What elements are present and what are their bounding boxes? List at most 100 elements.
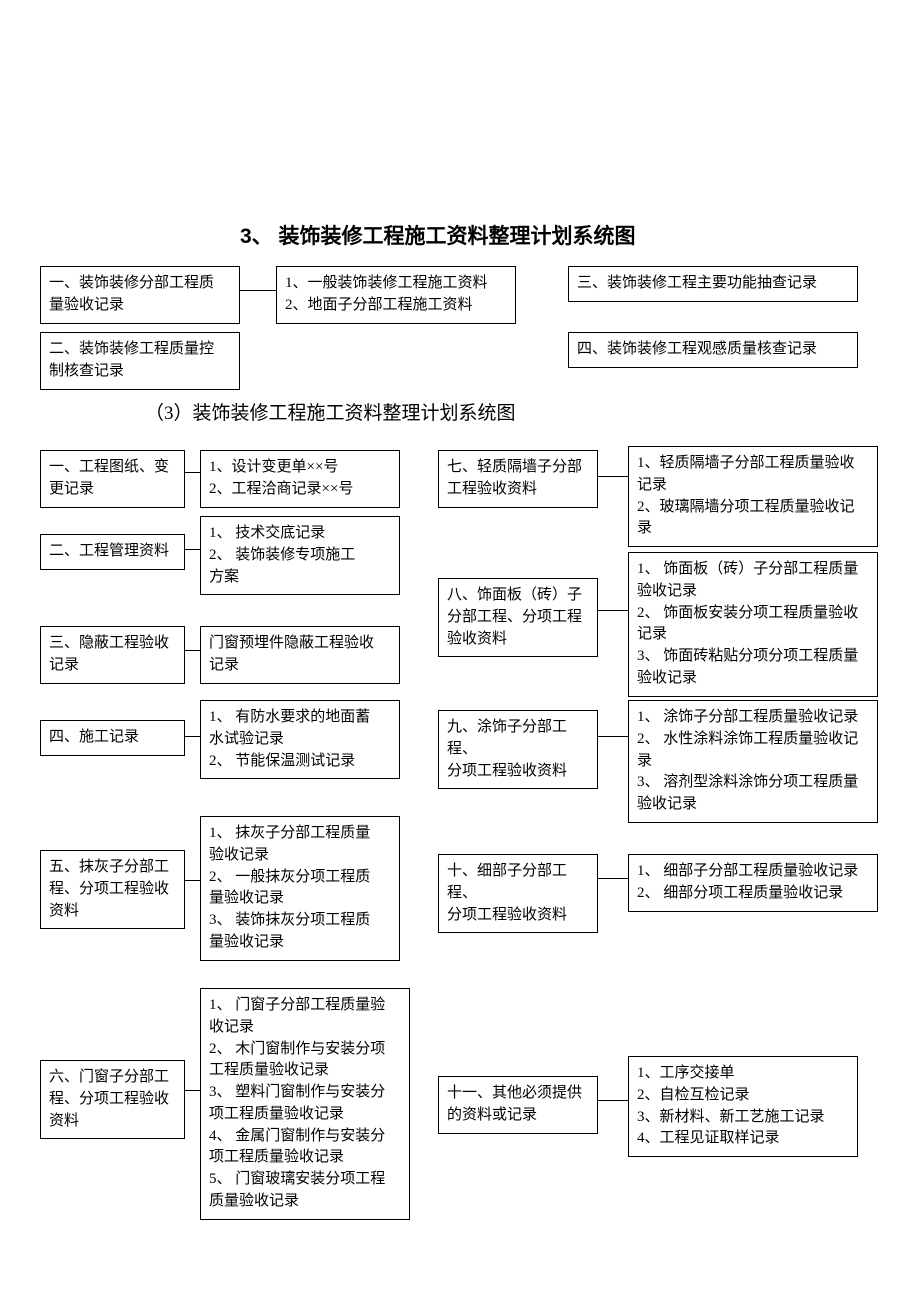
text: 2、工程洽商记录××号 bbox=[209, 479, 391, 501]
text: 水试验记录 bbox=[209, 729, 391, 751]
text: 5、 门窗玻璃安装分项工程 bbox=[209, 1169, 401, 1191]
connector bbox=[185, 549, 200, 550]
text: 的资料或记录 bbox=[447, 1105, 589, 1127]
text: 项工程质量验收记录 bbox=[209, 1104, 401, 1126]
box-L11: 十一、其他必须提供 的资料或记录 bbox=[438, 1076, 598, 1134]
text: 门窗预埋件隐蔽工程验收 bbox=[209, 633, 391, 655]
text: 验收资料 bbox=[447, 629, 589, 651]
text: 量验收记录 bbox=[209, 932, 391, 954]
box-R9: 1、 涂饰子分部工程质量验收记录 2、 水性涂料涂饰工程质量验收记 录 3、 溶… bbox=[628, 700, 878, 823]
text: 制核查记录 bbox=[49, 361, 231, 383]
connector bbox=[598, 878, 628, 879]
text: 2、 节能保温测试记录 bbox=[209, 751, 391, 773]
text: 分部工程、分项工程 bbox=[447, 607, 589, 629]
text: 录 bbox=[637, 518, 869, 540]
text: 3、 装饰抹灰分项工程质 bbox=[209, 910, 391, 932]
text: 验收记录 bbox=[637, 668, 869, 690]
text: 三、装饰装修工程主要功能抽查记录 bbox=[577, 273, 849, 295]
box-R7: 1、轻质隔墙子分部工程质量验收 记录 2、玻璃隔墙分项工程质量验收记 录 bbox=[628, 446, 878, 547]
box-L8: 八、饰面板（砖）子 分部工程、分项工程 验收资料 bbox=[438, 578, 598, 657]
connector bbox=[185, 1090, 200, 1091]
box-L10: 十、细部子分部工程、 分项工程验收资料 bbox=[438, 854, 598, 933]
text: 三、隐蔽工程验收 bbox=[49, 633, 176, 655]
text: 1、 涂饰子分部工程质量验收记录 bbox=[637, 707, 869, 729]
text: 1、 饰面板（砖）子分部工程质量 bbox=[637, 559, 869, 581]
text: 分项工程验收资料 bbox=[447, 905, 589, 927]
text: 2、 木门窗制作与安装分项 bbox=[209, 1039, 401, 1061]
top-box-4: 二、装饰装修工程质量控 制核查记录 bbox=[40, 332, 240, 390]
text: 五、抹灰子分部工 bbox=[49, 857, 176, 879]
text: 六、门窗子分部工 bbox=[49, 1067, 176, 1089]
text: 四、施工记录 bbox=[49, 727, 176, 749]
text: 1、设计变更单××号 bbox=[209, 457, 391, 479]
top-box-5: 四、装饰装修工程观感质量核查记录 bbox=[568, 332, 858, 368]
text: 十、细部子分部工程、 bbox=[447, 861, 589, 905]
box-L3: 三、隐蔽工程验收 记录 bbox=[40, 626, 185, 684]
text: 2、 装饰装修专项施工 bbox=[209, 545, 391, 567]
text: 2、 细部分项工程质量验收记录 bbox=[637, 883, 869, 905]
text: 资料 bbox=[49, 1111, 176, 1133]
box-L9: 九、涂饰子分部工程、 分项工程验收资料 bbox=[438, 710, 598, 789]
connector bbox=[185, 650, 200, 651]
text: 质量验收记录 bbox=[209, 1191, 401, 1213]
text: 2、地面子分部工程施工资料 bbox=[285, 295, 507, 317]
top-box-1: 一、装饰装修分部工程质 量验收记录 bbox=[40, 266, 240, 324]
text: 程、分项工程验收 bbox=[49, 879, 176, 901]
text: 2、玻璃隔墙分项工程质量验收记 bbox=[637, 497, 869, 519]
text: 验收记录 bbox=[209, 845, 391, 867]
text: 二、装饰装修工程质量控 bbox=[49, 339, 231, 361]
box-R2: 1、 技术交底记录 2、 装饰装修专项施工 方案 bbox=[200, 516, 400, 595]
connector bbox=[185, 472, 200, 473]
text: 收记录 bbox=[209, 1017, 401, 1039]
text: 1、 有防水要求的地面蓄 bbox=[209, 707, 391, 729]
connector bbox=[598, 610, 628, 611]
text: 3、 塑料门窗制作与安装分 bbox=[209, 1082, 401, 1104]
text: 1、 抹灰子分部工程质量 bbox=[209, 823, 391, 845]
text: 4、工程见证取样记录 bbox=[637, 1128, 849, 1150]
text: 记录 bbox=[637, 475, 869, 497]
connector bbox=[185, 736, 200, 737]
text: 方案 bbox=[209, 567, 391, 589]
top-box-2: 1、一般装饰装修工程施工资料 2、地面子分部工程施工资料 bbox=[276, 266, 516, 324]
connector bbox=[598, 1100, 628, 1101]
text: 四、装饰装修工程观感质量核查记录 bbox=[577, 339, 849, 361]
text: 1、 门窗子分部工程质量验 bbox=[209, 995, 401, 1017]
text: 2、自检互检记录 bbox=[637, 1085, 849, 1107]
top-box-3: 三、装饰装修工程主要功能抽查记录 bbox=[568, 266, 858, 302]
text: 量验收记录 bbox=[209, 888, 391, 910]
text: 记录 bbox=[209, 655, 391, 677]
title-sub: （3）装饰装修工程施工资料整理计划系统图 bbox=[145, 398, 516, 425]
text: 一、装饰装修分部工程质 bbox=[49, 273, 231, 295]
connector bbox=[185, 880, 200, 881]
text: 七、轻质隔墙子分部 bbox=[447, 457, 589, 479]
text: 1、一般装饰装修工程施工资料 bbox=[285, 273, 507, 295]
text: 验收记录 bbox=[637, 581, 869, 603]
box-R4: 1、 有防水要求的地面蓄 水试验记录 2、 节能保温测试记录 bbox=[200, 700, 400, 779]
text: 一、工程图纸、变 bbox=[49, 457, 176, 479]
text: 二、工程管理资料 bbox=[49, 541, 176, 563]
box-L1: 一、工程图纸、变 更记录 bbox=[40, 450, 185, 508]
text: 1、 技术交底记录 bbox=[209, 523, 391, 545]
text: 工程验收资料 bbox=[447, 479, 589, 501]
box-L6: 六、门窗子分部工 程、分项工程验收 资料 bbox=[40, 1060, 185, 1139]
title-main: 3、 装饰装修工程施工资料整理计划系统图 bbox=[240, 220, 636, 250]
box-R5: 1、 抹灰子分部工程质量 验收记录 2、 一般抹灰分项工程质 量验收记录 3、 … bbox=[200, 816, 400, 961]
connector bbox=[598, 476, 628, 477]
page: 3、 装饰装修工程施工资料整理计划系统图 一、装饰装修分部工程质 量验收记录 1… bbox=[0, 0, 920, 1302]
box-L7: 七、轻质隔墙子分部 工程验收资料 bbox=[438, 450, 598, 508]
text: 记录 bbox=[49, 655, 176, 677]
box-R3: 门窗预埋件隐蔽工程验收 记录 bbox=[200, 626, 400, 684]
text: 项工程质量验收记录 bbox=[209, 1147, 401, 1169]
text: 验收记录 bbox=[637, 794, 869, 816]
box-R11: 1、工序交接单 2、自检互检记录 3、新材料、新工艺施工记录 4、工程见证取样记… bbox=[628, 1056, 858, 1157]
text: 十一、其他必须提供 bbox=[447, 1083, 589, 1105]
text: 量验收记录 bbox=[49, 295, 231, 317]
text: 九、涂饰子分部工程、 bbox=[447, 717, 589, 761]
text: 2、 一般抹灰分项工程质 bbox=[209, 867, 391, 889]
box-L5: 五、抹灰子分部工 程、分项工程验收 资料 bbox=[40, 850, 185, 929]
connector bbox=[240, 290, 276, 291]
text: 3、新材料、新工艺施工记录 bbox=[637, 1107, 849, 1129]
text: 1、 细部子分部工程质量验收记录 bbox=[637, 861, 869, 883]
text: 资料 bbox=[49, 901, 176, 923]
text: 八、饰面板（砖）子 bbox=[447, 585, 589, 607]
